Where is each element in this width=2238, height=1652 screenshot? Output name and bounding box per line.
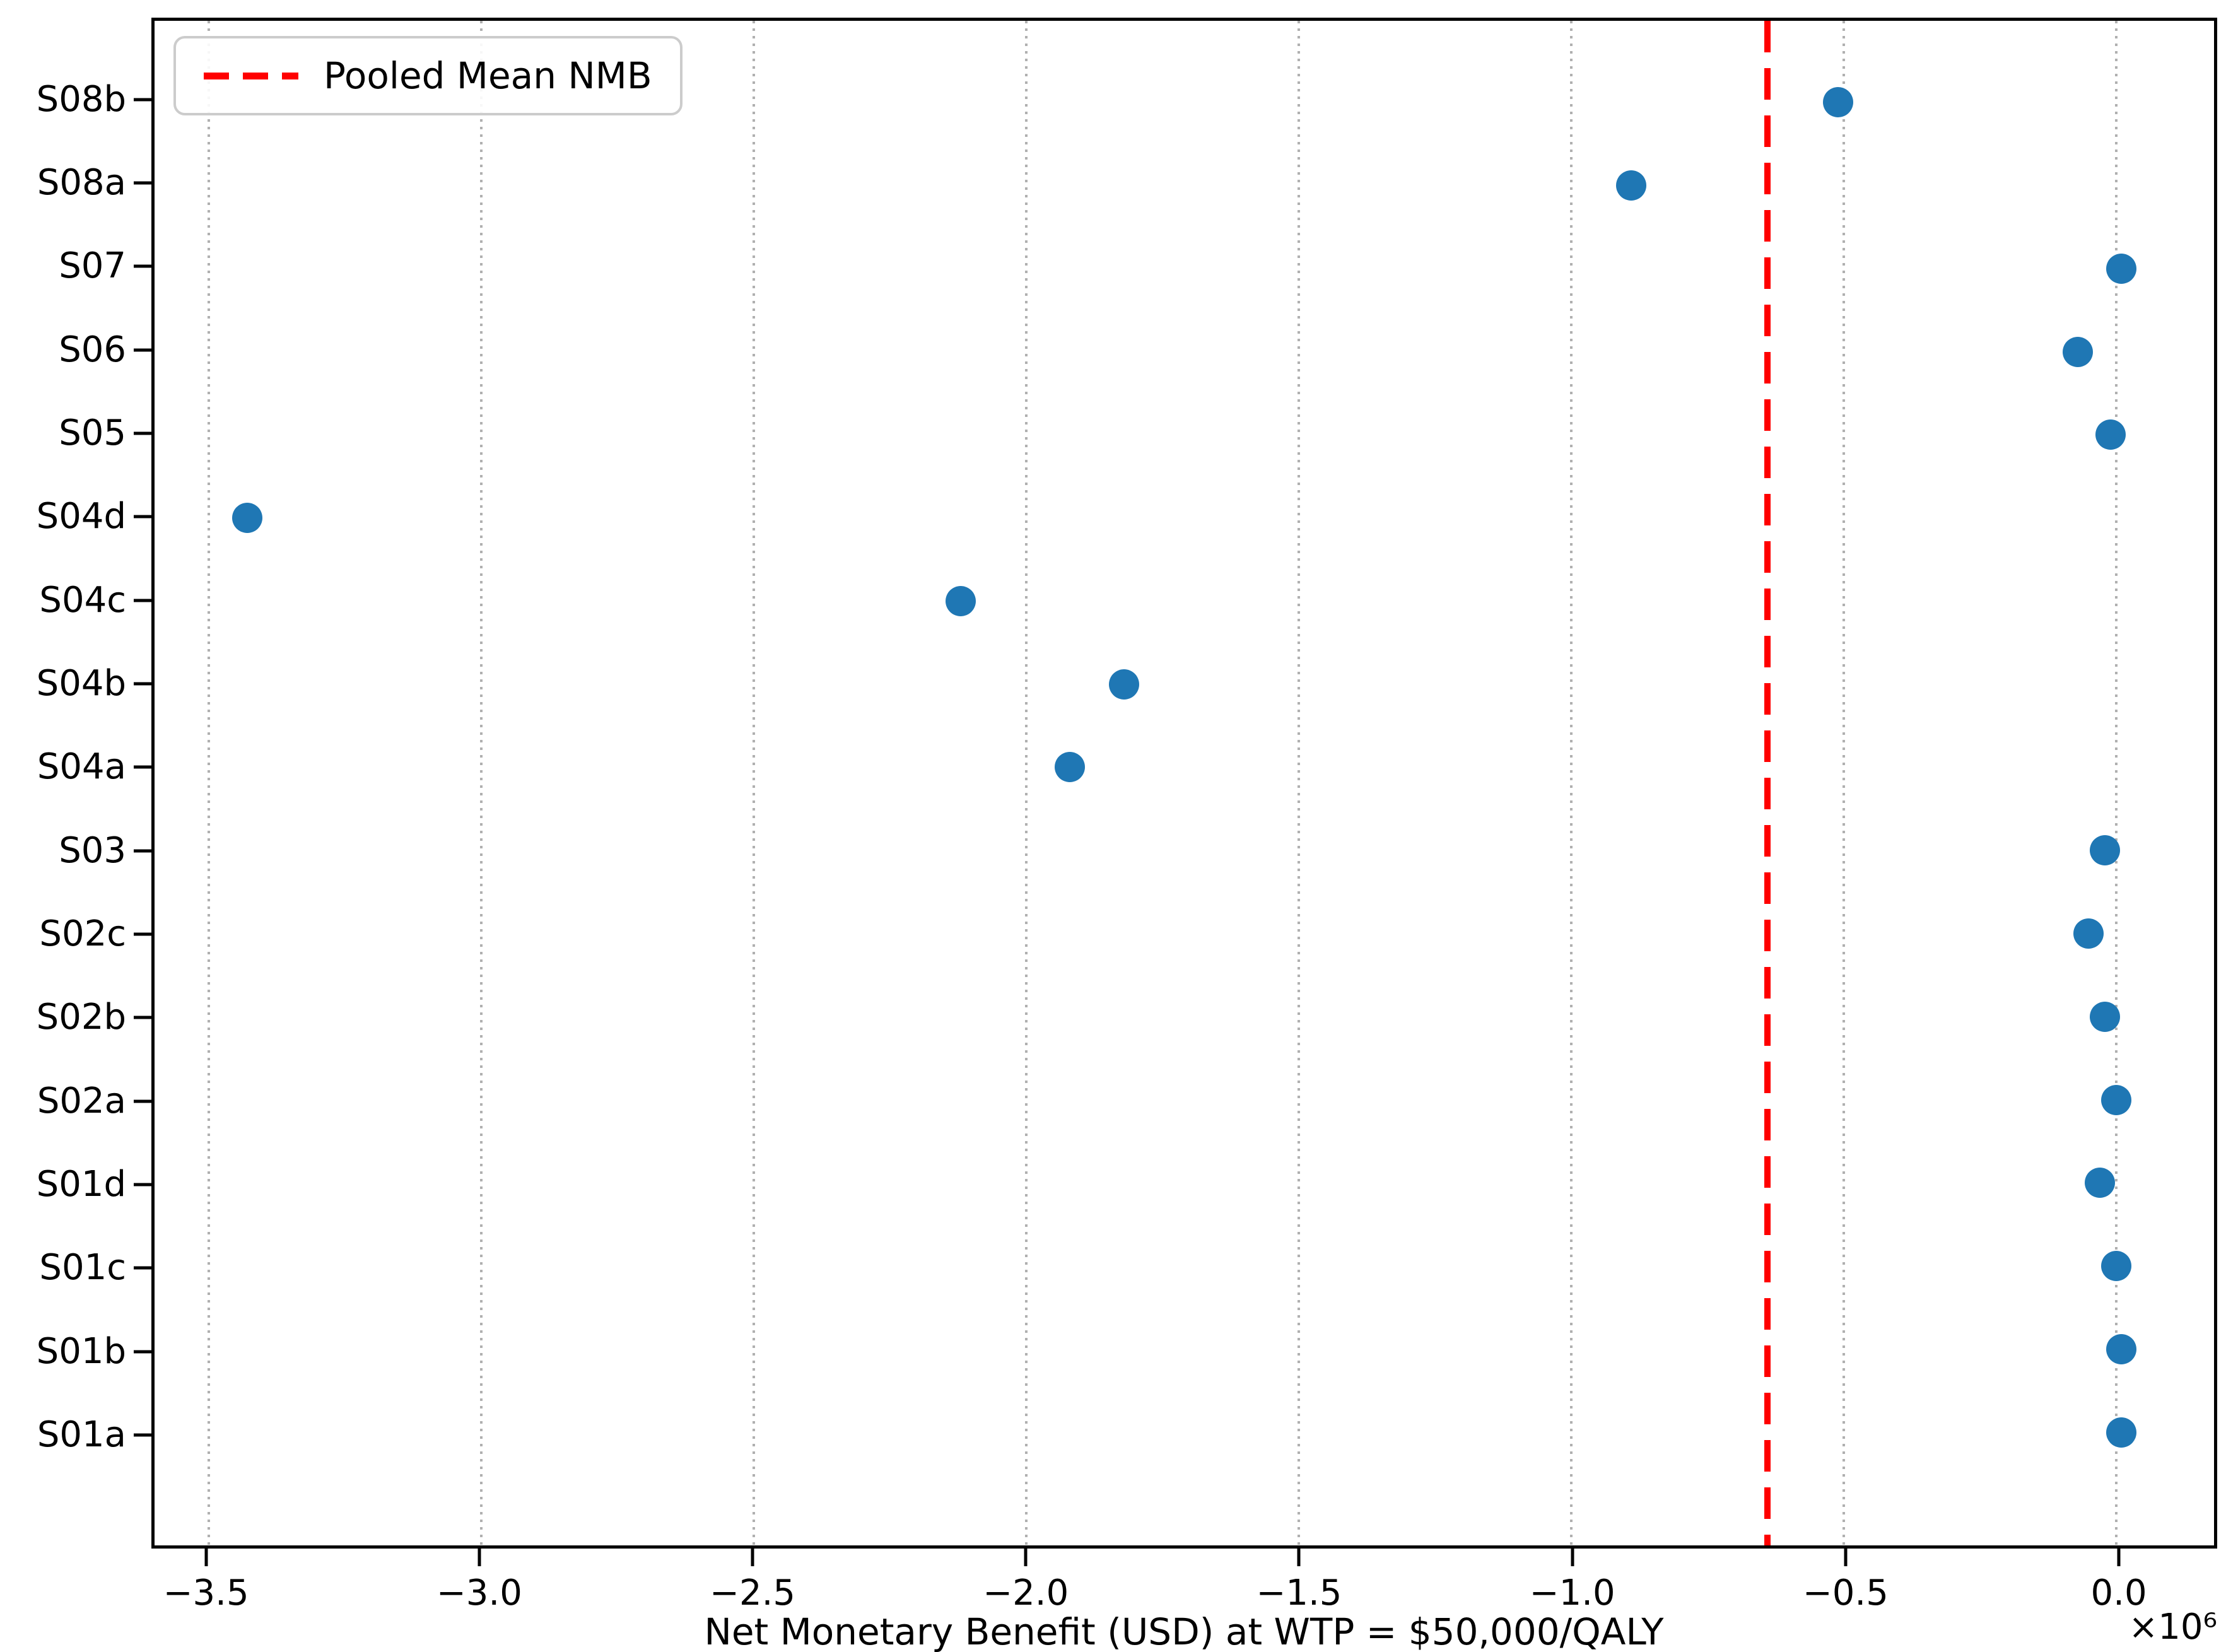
data-point-S02c <box>2073 918 2104 949</box>
y-tick-label-S01a: S01a <box>37 1414 126 1455</box>
legend: Pooled Mean NMB <box>173 36 683 115</box>
y-tick-mark <box>134 348 151 352</box>
y-tick-label-S08a: S08a <box>37 162 126 204</box>
y-tick-label-S04b: S04b <box>36 663 126 705</box>
x-tick-mark <box>204 1549 208 1566</box>
x-tick-label: −2.0 <box>983 1573 1069 1614</box>
data-point-S01b <box>2106 1333 2137 1364</box>
x-tick-label: −2.5 <box>710 1573 796 1614</box>
y-tick-label-S02c: S02c <box>39 913 126 954</box>
y-tick-mark <box>134 1183 151 1186</box>
data-point-S01a <box>2106 1417 2137 1448</box>
x-axis-label: Net Monetary Benefit (USD) at WTP = $50,… <box>704 1610 1664 1652</box>
x-tick-mark <box>1024 1549 1028 1566</box>
y-tick-mark <box>134 932 151 936</box>
y-tick-mark <box>134 1350 151 1354</box>
data-point-S04d <box>231 503 262 534</box>
dashed-line-icon <box>204 72 298 79</box>
data-point-S02b <box>2090 1001 2121 1032</box>
x-tick-mark <box>1297 1549 1301 1566</box>
y-tick-label-S01b: S01b <box>36 1330 126 1372</box>
gridline <box>1569 21 1573 1545</box>
x-tick-mark <box>477 1549 481 1566</box>
data-point-S04a <box>1055 752 1086 783</box>
y-tick-mark <box>134 765 151 769</box>
x-tick-label: 0.0 <box>2090 1573 2147 1614</box>
y-tick-label-S06: S06 <box>59 329 126 370</box>
data-point-S04b <box>1109 669 1140 700</box>
legend-label: Pooled Mean NMB <box>324 54 652 97</box>
y-tick-mark <box>134 849 151 853</box>
y-tick-mark <box>134 1099 151 1103</box>
gridline <box>2114 21 2118 1545</box>
y-tick-label-S05: S05 <box>59 413 126 454</box>
y-tick-label-S01d: S01d <box>36 1163 126 1205</box>
y-tick-mark <box>134 599 151 602</box>
y-tick-label-S02b: S02b <box>36 997 126 1038</box>
x-tick-label: −3.0 <box>436 1573 522 1614</box>
x-tick-mark <box>1571 1549 1574 1566</box>
y-tick-label-S03: S03 <box>59 829 126 871</box>
data-point-S07 <box>2106 253 2137 284</box>
gridline <box>1297 21 1300 1545</box>
y-tick-label-S01c: S01c <box>39 1247 126 1289</box>
y-tick-mark <box>134 264 151 268</box>
x-tick-mark <box>751 1549 754 1566</box>
data-point-S01d <box>2084 1168 2115 1198</box>
y-tick-mark <box>134 1016 151 1019</box>
y-tick-label-S04a: S04a <box>37 746 126 788</box>
data-point-S02a <box>2100 1084 2131 1115</box>
x-tick-label: −3.5 <box>163 1573 249 1614</box>
y-tick-label-S08b: S08b <box>36 78 126 120</box>
pooled-mean-reference-line <box>1764 21 1771 1545</box>
gridline <box>480 21 483 1545</box>
data-point-S01c <box>2100 1251 2131 1282</box>
x-tick-mark <box>2117 1549 2121 1566</box>
y-tick-mark <box>134 181 151 185</box>
y-tick-label-S04d: S04d <box>36 496 126 537</box>
gridline <box>208 21 211 1545</box>
plot-area: Pooled Mean NMB <box>151 18 2217 1549</box>
x-tick-mark <box>1844 1549 1848 1566</box>
gridline <box>1842 21 1845 1545</box>
data-point-S05 <box>2095 419 2126 450</box>
data-point-S04c <box>946 585 976 616</box>
y-tick-mark <box>134 682 151 686</box>
y-tick-mark <box>134 515 151 518</box>
data-point-S06 <box>2063 336 2094 367</box>
y-tick-label-S04c: S04c <box>39 579 126 621</box>
y-tick-mark <box>134 1266 151 1270</box>
gridline <box>1025 21 1028 1545</box>
y-tick-label-S02a: S02a <box>37 1080 126 1122</box>
y-tick-label-S07: S07 <box>59 245 126 287</box>
data-point-S03 <box>2090 835 2121 866</box>
data-point-S08a <box>1615 170 1646 201</box>
y-tick-mark <box>134 1433 151 1437</box>
x-tick-label: −0.5 <box>1802 1573 1889 1614</box>
x-tick-label: −1.5 <box>1256 1573 1342 1614</box>
x-axis-offset-text: ×10⁶ <box>2128 1607 2217 1648</box>
y-tick-mark <box>134 98 151 102</box>
data-point-S08b <box>1823 87 1853 118</box>
y-tick-mark <box>134 431 151 435</box>
x-tick-label: −1.0 <box>1529 1573 1615 1614</box>
gridline <box>753 21 756 1545</box>
